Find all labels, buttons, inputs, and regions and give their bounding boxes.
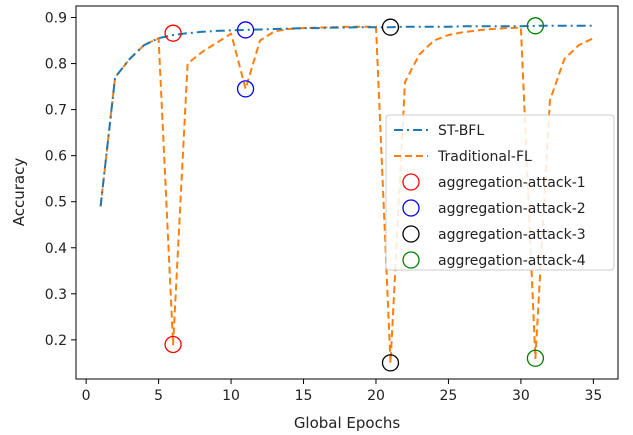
x-tick-label: 5 (154, 388, 163, 404)
x-tick-label: 25 (440, 388, 458, 404)
y-tick-label: 0.6 (45, 149, 67, 165)
legend-marker (402, 251, 420, 269)
aggregation-attack-4-marker (526, 17, 545, 35)
attack-markers (164, 17, 545, 372)
legend-label: ST-BFL (438, 123, 484, 139)
legend-label: aggregation-attack-2 (438, 201, 586, 217)
aggregation-attack-2-marker (236, 80, 255, 98)
aggregation-attack-3-marker (381, 354, 400, 372)
series-line-traditional-fl (99, 25, 594, 364)
legend-marker (402, 225, 420, 243)
legend-label: aggregation-attack-1 (438, 175, 586, 191)
aggregation-attack-1-marker (164, 24, 182, 42)
y-tick-label: 0.3 (45, 287, 67, 303)
y-tick-label: 0.4 (45, 241, 67, 257)
legend-label: aggregation-attack-4 (438, 253, 586, 269)
legend-marker (402, 199, 420, 217)
aggregation-attack-3-marker (381, 18, 400, 36)
series-line-st-bfl (99, 24, 594, 207)
x-tick-label: 20 (367, 388, 385, 404)
y-axis-label: Accuracy (10, 158, 28, 227)
aggregation-attack-1-marker (164, 335, 182, 354)
y-axis: 0.2 0.3 0.4 0.5 0.6 0.7 0.8 0.9 (45, 11, 76, 349)
y-tick-label: 0.7 (45, 103, 67, 119)
x-tick-label: 30 (512, 388, 530, 404)
x-tick-label: 10 (222, 388, 240, 404)
legend-label: Traditional-FL (437, 149, 532, 165)
y-tick-label: 0.2 (45, 333, 67, 349)
y-tick-label: 0.9 (45, 11, 67, 27)
series-lines (99, 24, 594, 364)
aggregation-attack-4-marker (526, 349, 545, 367)
x-tick-label: 15 (295, 388, 313, 404)
legend: ST-BFL Traditional-FL aggregation-attack-1… (385, 114, 615, 271)
y-tick-label: 0.8 (45, 57, 67, 73)
x-axis: 0 5 10 15 20 25 30 35 (82, 379, 602, 404)
y-tick-label: 0.5 (45, 195, 67, 211)
legend-box (385, 114, 615, 271)
aggregation-attack-2-marker (236, 21, 255, 39)
x-axis-label: Global Epochs (294, 414, 401, 432)
legend-label: aggregation-attack-3 (438, 227, 586, 243)
x-tick-label: 0 (82, 388, 91, 404)
x-tick-label: 35 (584, 388, 602, 404)
legend-marker (402, 173, 420, 191)
